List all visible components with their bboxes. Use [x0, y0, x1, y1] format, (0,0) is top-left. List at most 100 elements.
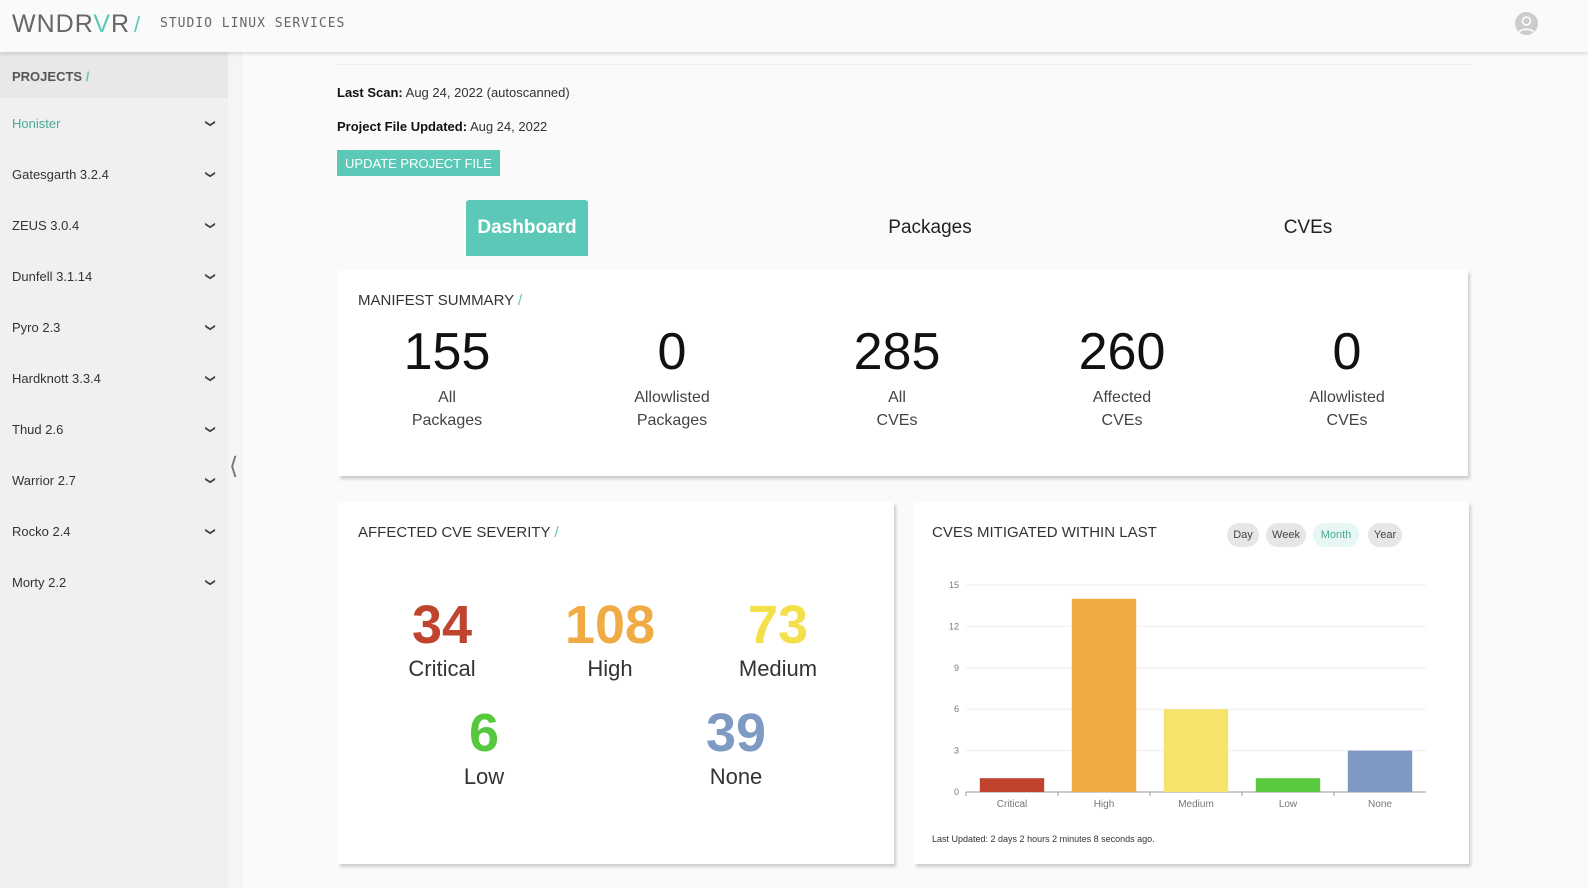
last-scan: Last Scan: Aug 24, 2022 (autoscanned) [337, 85, 570, 100]
sidebar-item[interactable]: Morty 2.2 ❯ [0, 557, 228, 608]
sidebar-item[interactable]: Hardknott 3.3.4 ❯ [0, 353, 228, 404]
severity-none: 39 None [656, 702, 816, 790]
severity-count: 108 [564, 595, 656, 655]
sidebar-item[interactable]: Dunfell 3.1.14 ❯ [0, 251, 228, 302]
severity-card: AFFECTED CVE SEVERITY / 34 Critical 108 Hig… [338, 502, 894, 864]
sidebar-item-label: Morty 2.2 [12, 575, 67, 590]
severity-critical: 34 Critical [362, 594, 522, 682]
y-tick-label: 3 [954, 746, 959, 756]
cves-mitigated-card: CVES MITIGATED WITHIN LAST Day Week Month Y… [914, 502, 1469, 864]
severity-label: Medium [738, 656, 818, 681]
stat-value: 155 [403, 323, 491, 381]
sidebar-item-label: Warrior 2.7 [12, 473, 76, 488]
sidebar-item[interactable]: Warrior 2.7 ❯ [0, 455, 228, 506]
chevron-down-icon[interactable]: ❯ [204, 323, 216, 332]
y-tick-label: 0 [954, 787, 959, 797]
severity-count: 34 [411, 595, 473, 655]
sidebar-item[interactable]: Rocko 2.4 ❯ [0, 506, 228, 557]
stat-label: Allowlisted Packages [634, 389, 710, 429]
project-file-updated: Project File Updated: Aug 24, 2022 [337, 119, 548, 134]
manifest-stat: 155 All Packages [357, 322, 537, 432]
x-tick-label: None [1368, 799, 1392, 810]
sidebar-item-label: Dunfell 3.1.14 [12, 269, 93, 284]
org-name: STUDIO LINUX SERVICES [160, 16, 346, 31]
manifest-stat: 285 All CVEs [807, 322, 987, 432]
header-separator: / [134, 12, 141, 37]
user-avatar-icon[interactable] [1515, 12, 1538, 35]
last-updated: Last Updated: 2 days 2 hours 2 minutes 8… [932, 834, 1155, 844]
y-tick-label: 12 [949, 621, 959, 631]
severity-count: 39 [705, 703, 767, 763]
sidebar-item[interactable]: Pyro 2.3 ❯ [0, 302, 228, 353]
severity-label: Critical [408, 656, 476, 681]
stat-label: All Packages [411, 389, 483, 429]
x-tick-label: High [1094, 799, 1115, 810]
chevron-down-icon[interactable]: ❯ [204, 170, 216, 179]
x-tick-label: Medium [1178, 799, 1214, 810]
divider [337, 64, 1470, 65]
chevron-down-icon[interactable]: ❯ [204, 119, 216, 128]
sidebar-item-label: ZEUS 3.0.4 [12, 218, 80, 233]
stat-value: 260 [1078, 323, 1166, 381]
severity-high: 108 High [530, 594, 690, 682]
mitigated-bar-chart: 0 3 6 9 12 15 Critical High Medium Low None [949, 580, 1426, 810]
stat-label: All CVEs [876, 389, 918, 429]
chevron-down-icon[interactable]: ❯ [204, 374, 216, 383]
chevron-down-icon[interactable]: ❯ [204, 272, 216, 281]
manifest-stat: 0 Allowlisted CVEs [1257, 322, 1437, 432]
sidebar-item[interactable]: Gatesgarth 3.2.4 ❯ [0, 149, 228, 200]
range-year-button[interactable]: Year [1368, 523, 1402, 547]
severity-label: None [709, 764, 763, 789]
logo[interactable]: WNDRVR [12, 10, 131, 38]
severity-count: 6 [468, 703, 500, 763]
sidebar-item[interactable]: ZEUS 3.0.4 ❯ [0, 200, 228, 251]
chevron-down-icon[interactable]: ❯ [204, 476, 216, 485]
severity-label: High [587, 656, 633, 681]
sidebar-item[interactable]: Thud 2.6 ❯ [0, 404, 228, 455]
manifest-summary-card: MANIFEST SUMMARY / 155 All Packages 0 Allowl… [338, 270, 1468, 476]
sidebar-item-label: Rocko 2.4 [12, 524, 71, 539]
stat-value: 0 [1332, 323, 1362, 381]
y-tick-label: 15 [949, 580, 959, 590]
sidebar-item[interactable]: Honister ❯ [0, 98, 228, 149]
chevron-down-icon[interactable]: ❯ [204, 527, 216, 536]
sidebar-item-label: Gatesgarth 3.2.4 [12, 167, 109, 182]
sidebar-item-label: Hardknott 3.3.4 [12, 371, 101, 386]
tab-dashboard[interactable]: Dashboard [466, 200, 588, 256]
y-tick-label: 9 [954, 663, 959, 673]
manifest-stat: 0 Allowlisted Packages [582, 322, 762, 432]
bar-medium[interactable] [1163, 709, 1229, 792]
range-month-button[interactable]: Month [1313, 523, 1359, 547]
stat-value: 0 [657, 323, 687, 381]
top-bar: WNDRVR / STUDIO LINUX SERVICES [0, 0, 1588, 52]
bar-none[interactable] [1347, 750, 1413, 792]
severity-medium: 73 Medium [698, 594, 858, 682]
update-project-file-button[interactable]: UPDATE PROJECT FILE [337, 150, 500, 176]
bar-critical[interactable] [979, 778, 1045, 792]
chevron-down-icon[interactable]: ❯ [204, 578, 216, 587]
range-day-button[interactable]: Day [1227, 523, 1259, 547]
severity-low: 6 Low [404, 702, 564, 790]
sidebar: PROJECTS / Honister ❯ Gatesgarth 3.2.4 ❯ ZEU… [0, 52, 228, 888]
bar-high[interactable] [1071, 598, 1137, 792]
card-title: AFFECTED CVE SEVERITY / [358, 524, 559, 541]
range-week-button[interactable]: Week [1266, 523, 1306, 547]
y-tick-label: 6 [954, 704, 959, 714]
collapse-sidebar-handle[interactable]: ⟨ [229, 453, 239, 480]
tab-packages[interactable]: Packages [888, 217, 972, 238]
sidebar-item-label: Pyro 2.3 [12, 320, 61, 335]
chevron-down-icon[interactable]: ❯ [204, 425, 216, 434]
sidebar-item-label: Thud 2.6 [12, 422, 64, 437]
sidebar-title: PROJECTS / [0, 52, 228, 98]
sidebar-item-label: Honister [12, 116, 61, 131]
chevron-down-icon[interactable]: ❯ [204, 221, 216, 230]
x-tick-label: Low [1279, 799, 1298, 810]
severity-count: 73 [747, 595, 809, 655]
sidebar-divider [228, 52, 242, 888]
stat-value: 285 [853, 323, 941, 381]
x-tick-label: Critical [997, 799, 1028, 810]
bar-low[interactable] [1255, 778, 1321, 792]
tab-cves[interactable]: CVEs [1283, 217, 1333, 238]
card-title: CVES MITIGATED WITHIN LAST [932, 524, 1157, 541]
severity-label: Low [463, 764, 505, 789]
